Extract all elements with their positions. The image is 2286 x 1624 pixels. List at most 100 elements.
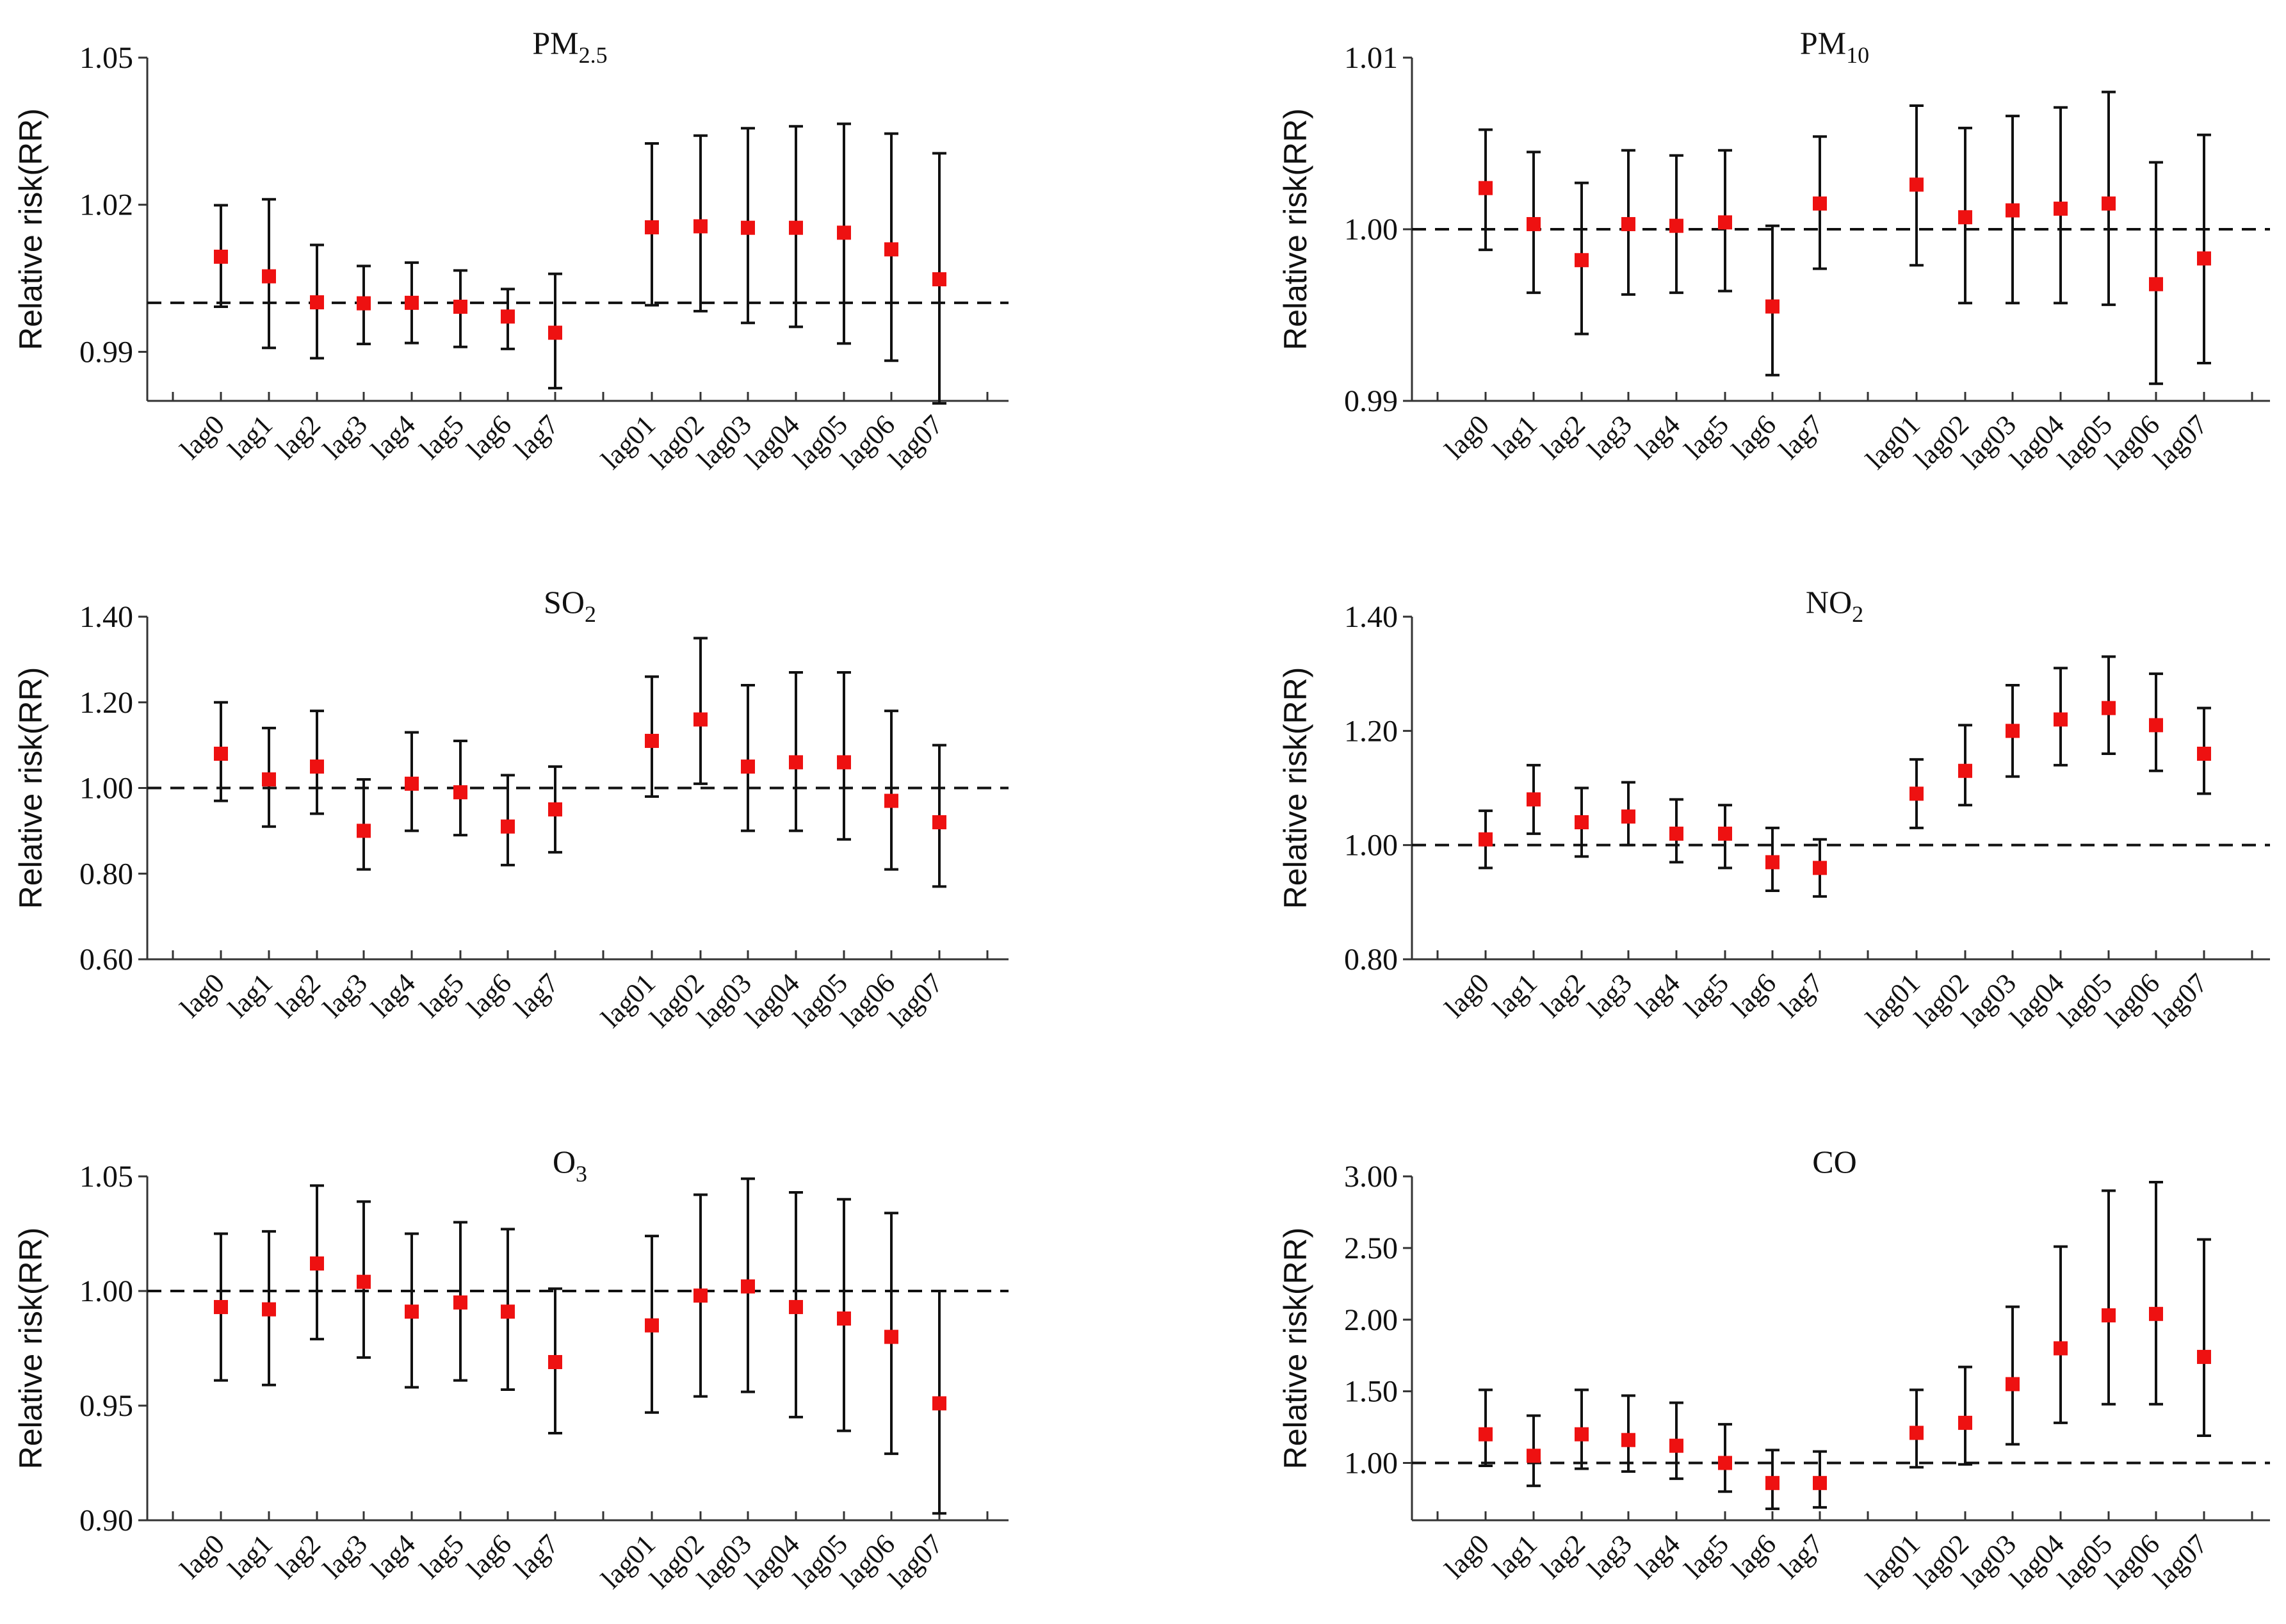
x-tick-label: lag2 xyxy=(270,1528,327,1584)
x-tick-label: lag02 xyxy=(644,1528,710,1595)
data-point xyxy=(884,242,898,257)
x-tick-label: lag3 xyxy=(1582,409,1638,465)
y-tick-label: 1.00 xyxy=(79,772,133,806)
x-tick-label: lag03 xyxy=(1956,1528,2022,1595)
data-point xyxy=(1718,826,1732,841)
data-point xyxy=(2054,1341,2068,1356)
x-tick-label: lag02 xyxy=(1908,409,1975,475)
x-tick-label: lag02 xyxy=(1908,967,1975,1034)
data-point xyxy=(2197,1349,2211,1364)
data-point xyxy=(2102,701,2116,715)
x-tick-label: lag03 xyxy=(1956,409,2022,475)
y-axis-title: Relative risk(RR) xyxy=(1277,667,1313,909)
x-tick-label: lag07 xyxy=(2147,1528,2214,1595)
data-point xyxy=(2197,251,2211,266)
data-point xyxy=(548,325,562,340)
x-tick-label: lag0 xyxy=(174,409,231,465)
data-point xyxy=(1718,215,1732,230)
data-point xyxy=(310,759,324,774)
y-tick-label: 1.02 xyxy=(79,188,133,222)
chart-panel-4: 0.80 1.00 1.20 1.40 Relative risk(RR) NO2 lag0… xyxy=(1277,584,2270,1034)
data-point xyxy=(2006,724,2020,738)
data-point xyxy=(357,296,371,311)
data-point xyxy=(1718,1456,1732,1470)
x-tick-label: lag6 xyxy=(461,1528,517,1584)
y-tick-label: 0.99 xyxy=(1344,384,1398,418)
x-tick-label: lag2 xyxy=(1535,1528,1591,1584)
data-point xyxy=(932,815,946,829)
x-tick-label: lag6 xyxy=(1726,1528,1782,1584)
x-tick-label: lag03 xyxy=(691,1528,758,1595)
data-point xyxy=(693,219,708,234)
y-axis-title: Relative risk(RR) xyxy=(1277,108,1313,350)
x-tick-label: lag4 xyxy=(1630,409,1686,465)
y-tick-label: 0.95 xyxy=(79,1389,133,1423)
data-point xyxy=(884,1329,898,1344)
data-point xyxy=(2006,203,2020,218)
data-point xyxy=(884,793,898,808)
x-tick-label: lag5 xyxy=(414,409,470,465)
x-tick-label: lag5 xyxy=(1678,967,1735,1023)
data-point xyxy=(1765,855,1779,870)
x-tick-label: lag6 xyxy=(461,409,517,465)
chart-title: O3 xyxy=(553,1144,587,1187)
data-point xyxy=(548,802,562,816)
data-point xyxy=(741,1279,755,1294)
y-tick-label: 0.60 xyxy=(79,943,133,977)
data-point xyxy=(1479,832,1493,847)
data-point xyxy=(1909,1425,1924,1440)
data-point xyxy=(1813,1475,1827,1490)
x-tick-label: lag2 xyxy=(1535,409,1591,465)
x-tick-label: lag04 xyxy=(739,409,806,475)
x-tick-label: lag7 xyxy=(508,409,565,465)
x-tick-label: lag03 xyxy=(691,409,758,475)
x-tick-label: lag4 xyxy=(1630,1528,1686,1584)
x-tick-label: lag7 xyxy=(508,967,565,1023)
data-point xyxy=(1575,253,1589,268)
data-point xyxy=(693,712,708,727)
data-point xyxy=(837,755,851,770)
data-point xyxy=(789,755,803,770)
x-tick-label: lag7 xyxy=(1773,967,1829,1023)
data-point xyxy=(405,295,419,310)
y-tick-label: 2.50 xyxy=(1344,1231,1398,1265)
data-point xyxy=(2006,1377,2020,1392)
data-point xyxy=(453,1295,467,1310)
x-tick-label: lag0 xyxy=(1439,1528,1495,1584)
x-tick-label: lag02 xyxy=(644,409,710,475)
data-point xyxy=(1575,1427,1589,1441)
data-point xyxy=(262,772,276,787)
x-tick-label: lag3 xyxy=(317,1528,373,1584)
x-tick-label: lag2 xyxy=(270,967,327,1023)
x-tick-label: lag05 xyxy=(2052,409,2118,475)
data-point xyxy=(2149,1306,2163,1321)
x-tick-label: lag04 xyxy=(739,967,806,1034)
x-tick-label: lag06 xyxy=(2099,1528,2166,1595)
x-tick-label: lag07 xyxy=(882,967,949,1034)
x-tick-label: lag07 xyxy=(2147,967,2214,1034)
y-tick-label: 1.00 xyxy=(1344,829,1398,863)
x-tick-label: lag07 xyxy=(2147,409,2214,475)
chart-title: CO xyxy=(1812,1144,1856,1180)
data-point xyxy=(1527,1449,1541,1463)
x-tick-label: lag06 xyxy=(2099,409,2166,475)
data-point xyxy=(741,220,755,235)
data-point xyxy=(1621,216,1635,231)
data-point xyxy=(453,785,467,800)
x-tick-label: lag05 xyxy=(787,1528,854,1595)
data-point xyxy=(1909,786,1924,801)
data-point xyxy=(405,1304,419,1319)
data-point xyxy=(2102,1308,2116,1323)
x-tick-label: lag01 xyxy=(595,409,661,475)
x-tick-label: lag01 xyxy=(1860,967,1926,1034)
x-tick-label: lag05 xyxy=(787,967,854,1034)
x-tick-label: lag04 xyxy=(2004,409,2070,475)
data-point xyxy=(1527,792,1541,807)
x-tick-label: lag07 xyxy=(882,409,949,475)
x-tick-label: lag1 xyxy=(1487,409,1543,465)
x-tick-label: lag06 xyxy=(2099,967,2166,1034)
data-point xyxy=(645,220,659,234)
